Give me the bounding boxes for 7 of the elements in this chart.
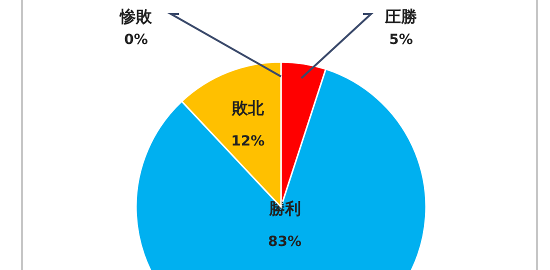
data-label: 5% — [389, 32, 413, 48]
category-label: 惨敗 — [120, 7, 152, 26]
data-label: 83% — [268, 234, 302, 250]
slice-label: 圧勝 — [384, 7, 418, 26]
slice-label: 敗北 — [230, 98, 265, 118]
text: 0% — [124, 32, 148, 48]
data-label: 12% — [231, 133, 265, 150]
